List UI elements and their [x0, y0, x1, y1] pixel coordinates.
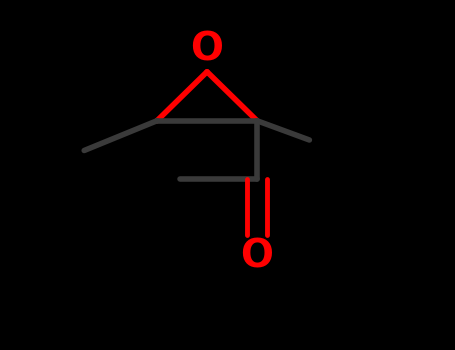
- Text: O: O: [191, 30, 223, 68]
- Text: O: O: [241, 238, 273, 276]
